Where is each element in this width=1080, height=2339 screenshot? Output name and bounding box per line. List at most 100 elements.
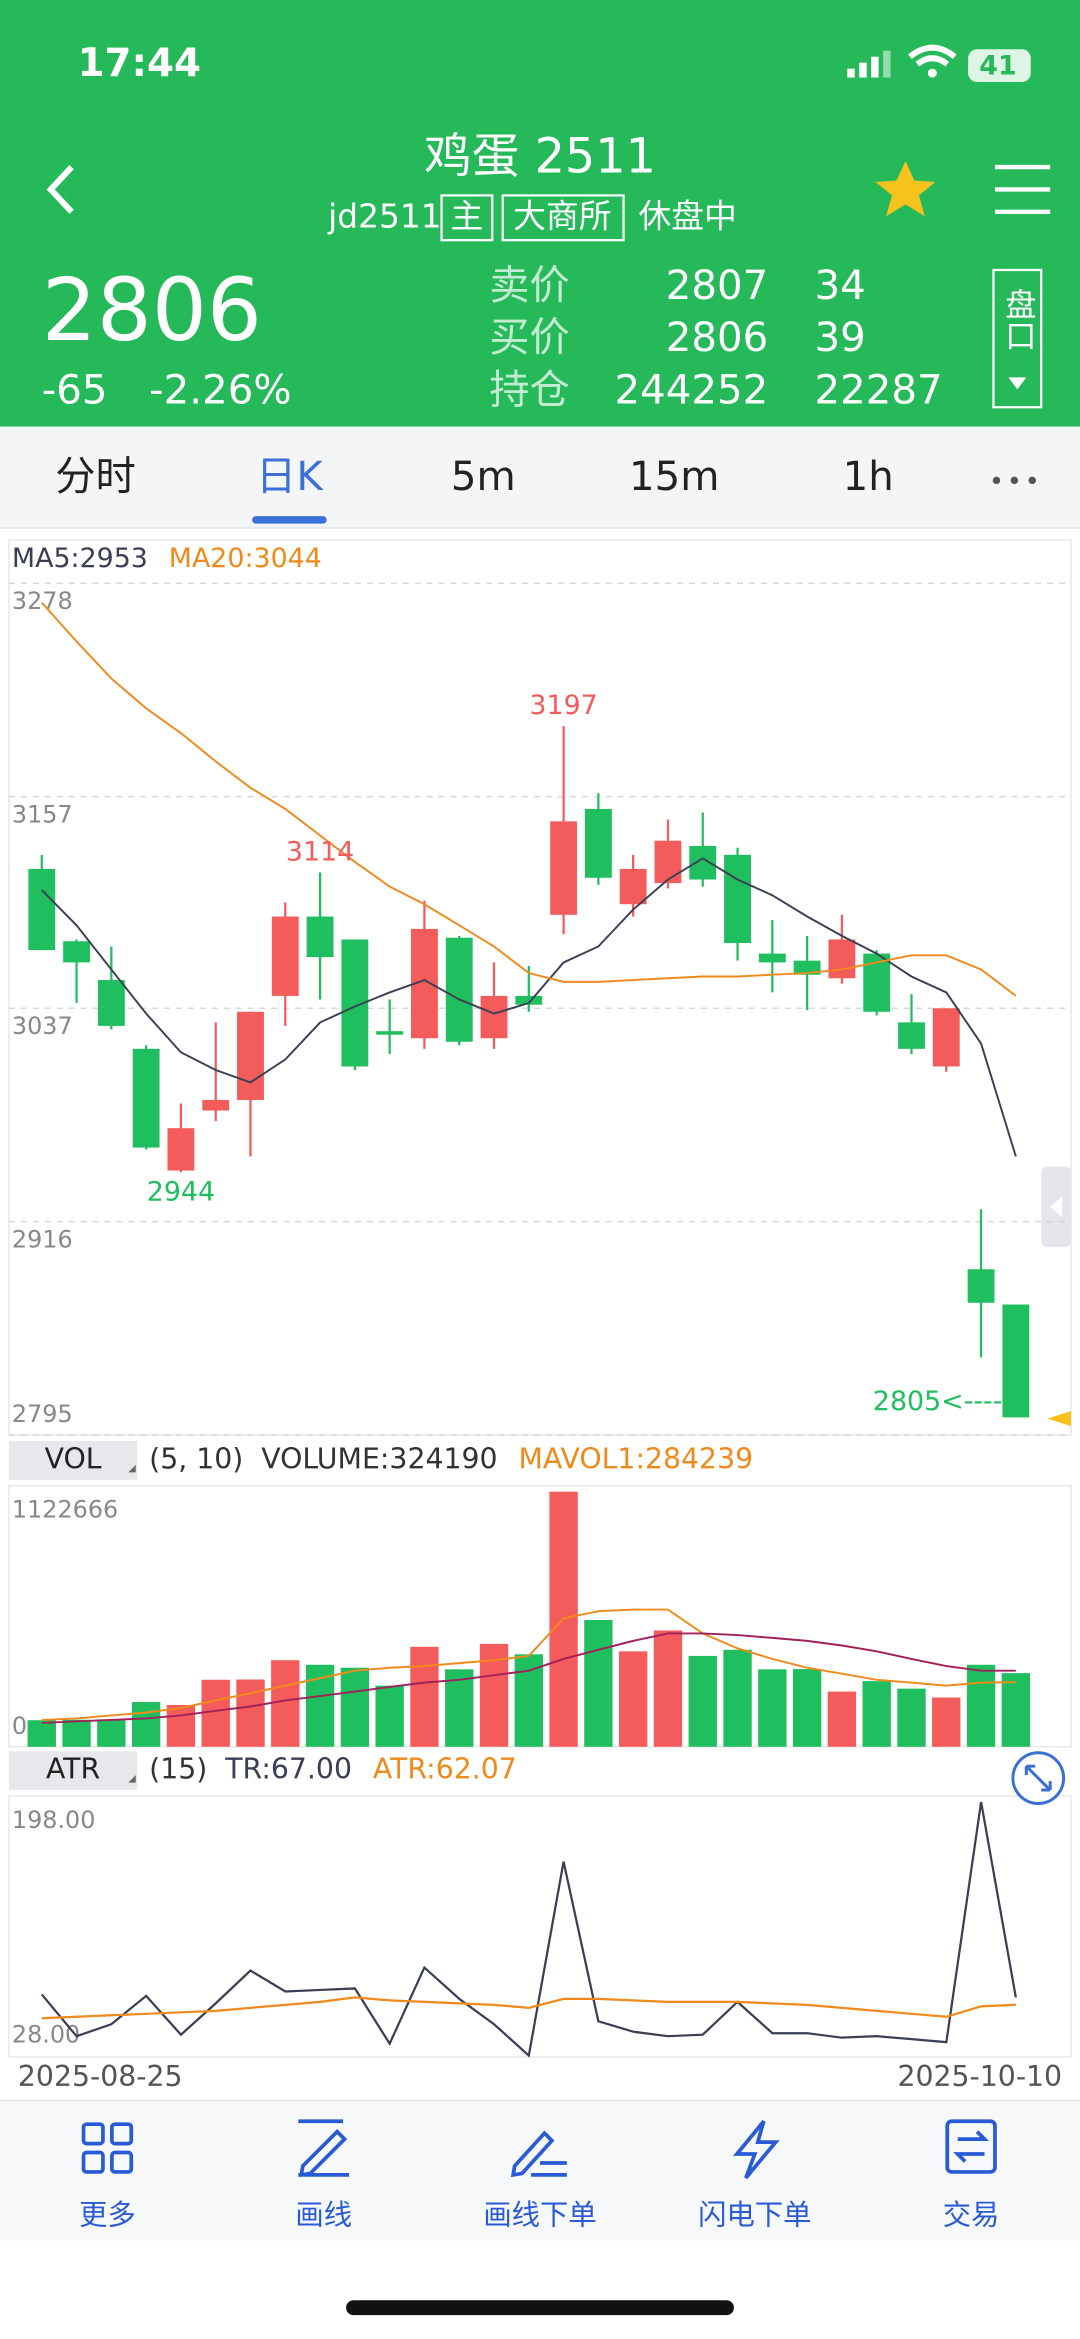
- badge-box: [440, 194, 494, 242]
- quote-label: 买价: [489, 315, 570, 361]
- volume-bar: [236, 1679, 265, 1747]
- x-tick-label: 2025-08-25: [18, 2060, 183, 2093]
- y-tick-label: 3157: [12, 801, 73, 829]
- volume-bar: [862, 1681, 891, 1747]
- volume-bar: [932, 1697, 961, 1747]
- price-panel: [8, 539, 1072, 1436]
- volume-bar: [271, 1660, 300, 1747]
- depth-button-label[interactable]: 盘口: [1000, 287, 1036, 350]
- indicator-corner: [128, 1775, 136, 1783]
- contract-code: jd2511: [327, 197, 441, 235]
- more-tabs[interactable]: [992, 476, 1036, 485]
- volume-bar: [897, 1688, 926, 1747]
- y-tick-label: 2916: [12, 1226, 73, 1254]
- icon-part: [110, 2150, 134, 2174]
- candle-body: [793, 960, 821, 975]
- badge: 大商所: [513, 197, 611, 235]
- dot: [992, 476, 1001, 485]
- badge: 主: [451, 197, 484, 235]
- side-tab-arrow: [1050, 1196, 1063, 1218]
- candle-body: [1002, 1304, 1030, 1418]
- icon-part: [953, 2130, 990, 2163]
- indicator-name[interactable]: ATR: [46, 1753, 100, 1786]
- volume-bar: [688, 1655, 717, 1747]
- indicator-line: [41, 1608, 1016, 1721]
- quote-volume: 22287: [814, 367, 942, 413]
- dot: [1010, 476, 1019, 485]
- depth-button[interactable]: [992, 268, 1043, 409]
- toolbar-label[interactable]: 交易: [943, 2199, 1000, 2232]
- icon-part: [110, 2122, 134, 2146]
- volume-bar: [97, 1719, 126, 1747]
- volume-bar: [410, 1646, 439, 1747]
- volume-bar: [1001, 1673, 1031, 1747]
- signal-bar: [883, 50, 891, 78]
- y-tick-label: 3278: [12, 587, 73, 615]
- y-tick-label: 28.00: [12, 2021, 80, 2049]
- period-tab[interactable]: 日K: [256, 454, 324, 500]
- volume-bar: [166, 1704, 196, 1747]
- status-time: 17:44: [78, 41, 201, 86]
- signal-bar: [859, 62, 867, 78]
- candle-body: [271, 916, 299, 996]
- candle-body: [376, 1031, 404, 1035]
- candle-body: [689, 846, 717, 880]
- candle-body: [654, 840, 682, 884]
- toolbar-label[interactable]: 闪电下单: [698, 2199, 811, 2232]
- quote-label: 卖价: [489, 263, 570, 309]
- y-tick-label: 0: [12, 1712, 27, 1740]
- favorite-star[interactable]: [875, 161, 936, 217]
- volume-bar: [966, 1664, 996, 1747]
- candle-body: [584, 808, 612, 878]
- y-tick-label: 2795: [12, 1400, 73, 1428]
- candle-body: [445, 937, 473, 1042]
- icon-part: [298, 2119, 350, 2178]
- volume-bar: [340, 1667, 370, 1747]
- indicator-corner: [128, 1464, 136, 1473]
- volume-bar: [758, 1669, 787, 1747]
- back-button[interactable]: [46, 165, 74, 214]
- volume-bar: [792, 1669, 822, 1747]
- toolbar-label[interactable]: 更多: [79, 2199, 136, 2232]
- price-change: -65: [42, 367, 108, 413]
- wifi-icon: [908, 44, 957, 67]
- volume-bar: [584, 1620, 613, 1747]
- tabs-bg: [0, 426, 1080, 529]
- volume-bar: [27, 1720, 56, 1747]
- icon-part: [81, 2150, 105, 2174]
- y-tick-label: 198.00: [12, 1806, 96, 1834]
- candle-body: [167, 1128, 195, 1171]
- indicator-line: [41, 1632, 1016, 1724]
- battery: [968, 49, 1031, 83]
- candle-body: [97, 980, 125, 1026]
- toolbar-label[interactable]: 画线: [295, 2199, 352, 2232]
- period-tab[interactable]: 1h: [843, 454, 894, 500]
- candle-body: [828, 939, 856, 979]
- quote-volume: 34: [814, 263, 865, 309]
- volume-bar: [723, 1649, 752, 1747]
- y-tick-label: 1122666: [12, 1496, 118, 1524]
- depth-arrow: [1008, 377, 1027, 390]
- toolbar-label[interactable]: 画线下单: [483, 2199, 596, 2232]
- signal-icon: [847, 50, 891, 78]
- toolbar-bg: [0, 2100, 1080, 2241]
- period-tab[interactable]: 分时: [55, 454, 136, 500]
- indicator-line: [41, 857, 1017, 1157]
- legend-entry: VOLUME:324190: [261, 1442, 497, 1475]
- volume-bar: [201, 1679, 230, 1747]
- y-tick-label: 3037: [12, 1012, 73, 1040]
- menu-button[interactable]: [994, 164, 1051, 215]
- signal-bar: [847, 68, 855, 78]
- indicator-box[interactable]: [8, 1751, 138, 1791]
- indicator-name[interactable]: VOL: [45, 1442, 102, 1475]
- wifi-dot: [927, 68, 937, 78]
- period-tab[interactable]: 15m: [629, 454, 719, 500]
- indicator-line: [41, 1996, 1016, 2020]
- indicator-params: (5, 10): [149, 1442, 243, 1475]
- legend-entry: MA5:2953: [12, 543, 148, 574]
- indicator-box[interactable]: [8, 1440, 138, 1480]
- close-label: 2805<----: [873, 1386, 1003, 1417]
- period-tab[interactable]: 5m: [451, 454, 516, 500]
- candle-body: [63, 941, 90, 963]
